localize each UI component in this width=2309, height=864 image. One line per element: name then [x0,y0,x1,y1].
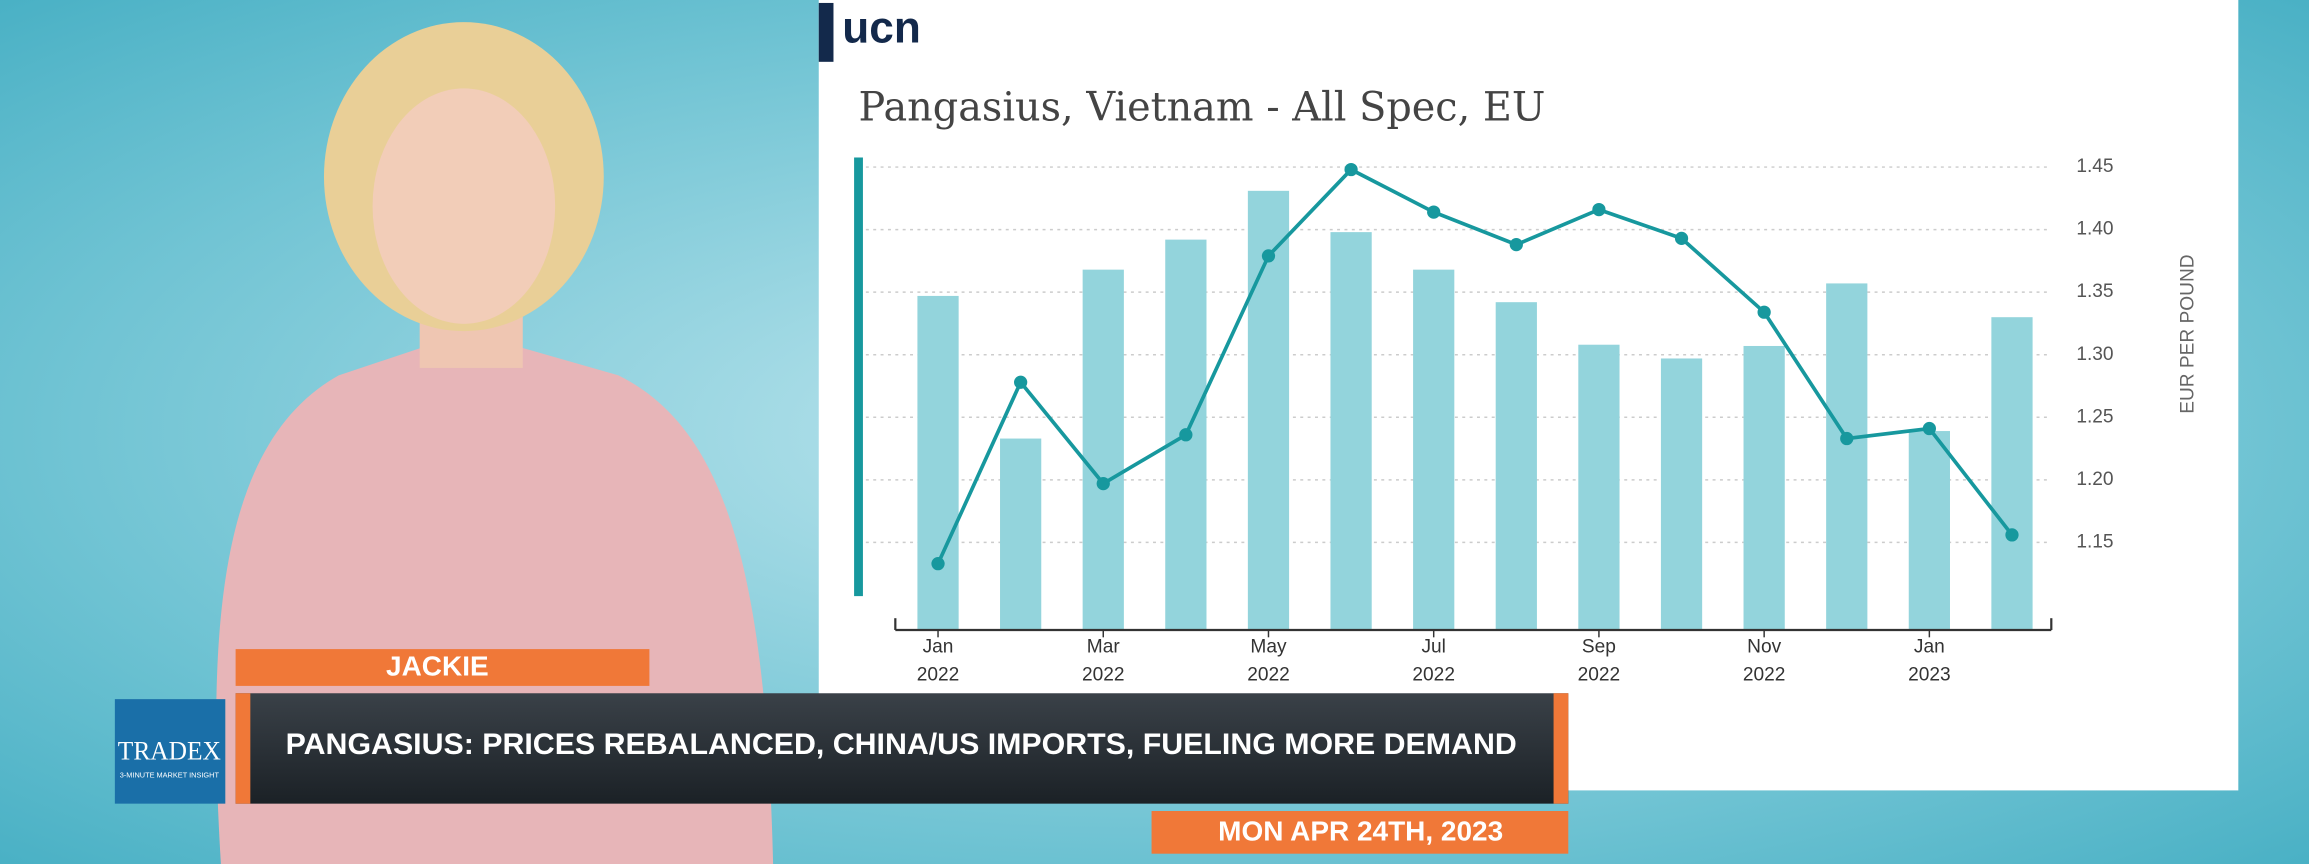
headline: PANGASIUS: PRICES REBALANCED, CHINA/US I… [286,728,1517,761]
y-tick-label: 1.45 [2076,156,2113,177]
point [1344,162,1358,177]
bar [1908,431,1950,630]
brand-box [114,699,226,804]
x-tick-label: Mar [1087,637,1121,658]
name-bar [235,649,650,686]
brand-name: TRADEX [118,736,221,766]
brand-tagline: 3-MINUTE MARKET INSIGHT [120,771,220,780]
bar [1743,345,1785,630]
y-tick-label: 1.25 [2076,406,2113,427]
point [1757,305,1771,319]
point [1427,205,1441,219]
bar [1991,317,2033,630]
bar [1495,302,1537,630]
headline-edge [235,693,251,804]
chart-title: Pangasius, Vietnam - All Spec, EU [859,84,1546,130]
point [1261,249,1276,263]
bar [1660,358,1703,630]
bar [1082,269,1124,630]
date: MON APR 24TH, 2023 [1218,815,1503,846]
bar [1247,190,1290,630]
x-tick-year: 2023 [1908,665,1951,686]
bar [917,295,959,630]
point [1922,421,1936,436]
presenter-name: JACKIE [386,651,489,682]
point [1674,231,1689,245]
y-tick-label: 1.15 [2076,531,2113,552]
scrollbar [854,157,863,597]
x-tick-label: Jul [1421,637,1445,658]
x-tick-label: Jan [1914,637,1945,658]
y-tick-label: 1.20 [2076,469,2113,490]
bar [1578,344,1620,630]
point [1592,202,1606,217]
point [2005,528,2019,542]
line [936,167,2014,565]
x-tick-year: 2022 [1082,665,1125,686]
plot: 1.15 1.20 1.25 1.30 1.35 1.40 1.45 Jan 2022 Mar 20… [865,156,2114,686]
logo-bar [818,2,834,62]
bar [1000,438,1042,630]
x-tick-year: 2022 [1247,665,1290,686]
point [1096,476,1110,491]
point [1179,428,1193,442]
point [1014,375,1028,389]
x-tick-label: Nov [1747,637,1781,658]
bar [1413,269,1455,630]
y-tick-label: 1.30 [2076,344,2113,365]
y-tick-label: 1.40 [2076,219,2113,240]
headline-edge [1553,693,1569,804]
date-bar [1151,811,1569,854]
point [931,557,945,571]
bar [1826,283,1868,630]
point [1840,431,1854,446]
x-tick-year: 2022 [1743,665,1786,686]
x-tick-label: May [1250,637,1287,658]
bar [1330,232,1372,630]
logo: ucn [842,4,921,53]
x-tick-year: 2022 [1578,665,1621,686]
y-axis-label: EUR PER POUND [2177,254,2198,413]
x-tick-year: 2022 [917,665,960,686]
x-tick-label: Sep [1582,637,1616,658]
x-tick-label: Jan [923,637,954,658]
headline-bar [235,693,1569,804]
point [1509,238,1523,252]
x-tick-year: 2022 [1412,665,1455,686]
y-tick-label: 1.35 [2076,281,2113,302]
